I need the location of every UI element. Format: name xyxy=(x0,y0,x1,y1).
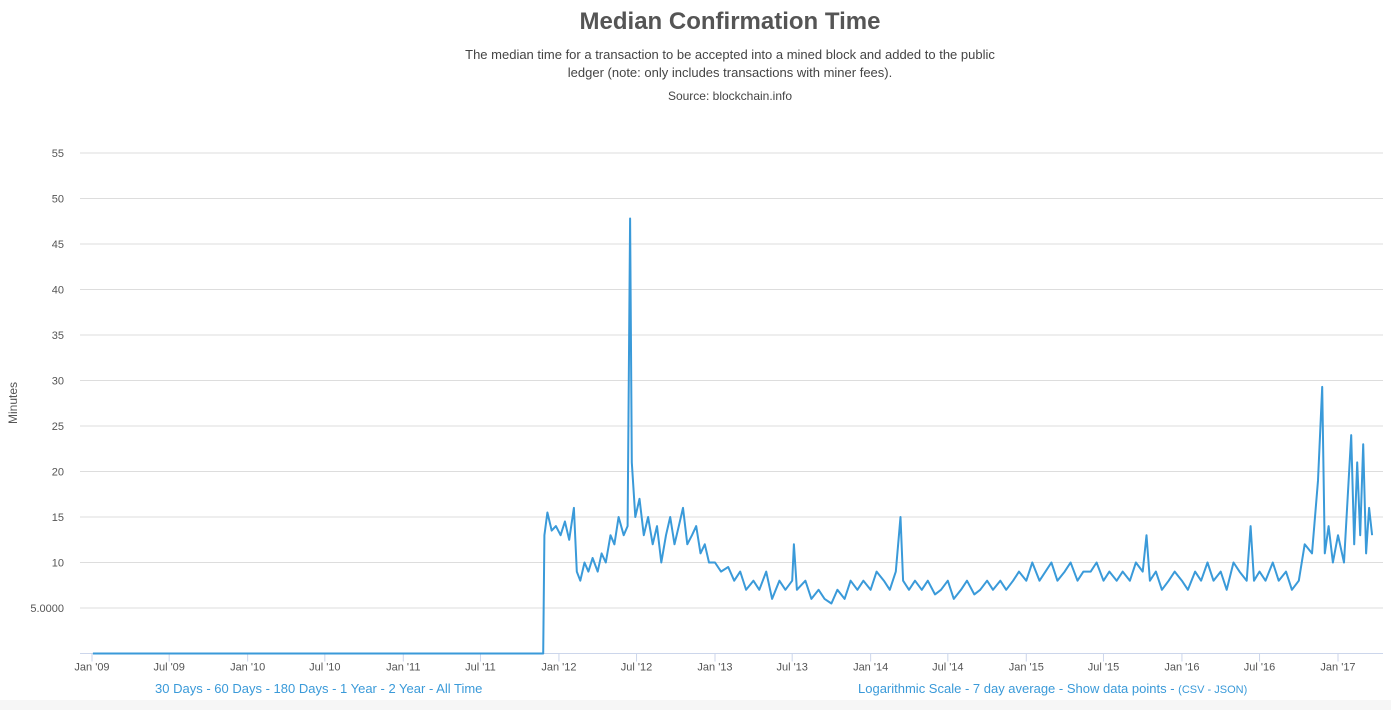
x-tick-label: Jul '14 xyxy=(932,662,963,674)
x-tick-label: Jan '15 xyxy=(1009,662,1044,674)
x-tick-label: Jul '12 xyxy=(621,662,652,674)
x-tick-label: Jan '14 xyxy=(853,662,888,674)
range-2-year[interactable]: 2 Year xyxy=(388,681,426,696)
range-1-year[interactable]: 1 Year xyxy=(340,681,377,696)
y-tick-label: 15 xyxy=(52,512,64,524)
series-line xyxy=(92,217,1374,655)
seven-day-average-link[interactable]: 7 day average xyxy=(972,681,1056,696)
range-180-days[interactable]: 180 Days xyxy=(273,681,329,696)
range-links: 30 Days - 60 Days - 180 Days - 1 Year - … xyxy=(155,681,483,696)
range-60-days[interactable]: 60 Days xyxy=(214,681,262,696)
y-tick-label: 50 xyxy=(52,194,64,206)
x-tick-label: Jul '13 xyxy=(776,662,807,674)
x-tick-label: Jul '15 xyxy=(1088,662,1119,674)
chart-title: Median Confirmation Time xyxy=(579,8,881,35)
x-tick-label: Jan '11 xyxy=(386,662,420,674)
x-tick-label: Jan '12 xyxy=(541,662,576,674)
x-tick-label: Jul '10 xyxy=(309,662,340,674)
x-tick-label: Jan '09 xyxy=(74,662,109,674)
csv-link[interactable]: CSV xyxy=(1181,684,1205,696)
chart-subtitle: The median time for a transaction to be … xyxy=(465,47,995,80)
y-tick-label: 10 xyxy=(52,558,64,570)
x-tick-label: Jul '11 xyxy=(465,662,496,674)
option-links: Logarithmic Scale - 7 day average - Show… xyxy=(858,681,1248,696)
x-tick-label: Jan '17 xyxy=(1320,662,1355,674)
y-tick-label: 5.0000 xyxy=(30,603,64,615)
chart-source: Source: blockchain.info xyxy=(667,89,793,103)
x-tick-label: Jul '16 xyxy=(1244,662,1275,674)
x-tick-label: Jan '16 xyxy=(1164,662,1199,674)
show-data-points-link[interactable]: Show data points xyxy=(1066,681,1167,696)
y-tick-label: 25 xyxy=(52,421,64,433)
json-link[interactable]: JSON xyxy=(1214,684,1244,696)
x-tick-label: Jul '09 xyxy=(153,662,184,674)
range-all-time[interactable]: All Time xyxy=(436,681,483,696)
y-tick-label: 30 xyxy=(52,376,64,388)
y-tick-label: 20 xyxy=(52,467,64,479)
range-30-days[interactable]: 30 Days xyxy=(155,681,203,696)
y-tick-label: 45 xyxy=(52,239,64,251)
footer-bar xyxy=(0,700,1391,710)
y-axis-label: Minutes xyxy=(6,382,20,424)
y-tick-label: 35 xyxy=(52,330,64,342)
y-tick-label: 55 xyxy=(52,148,64,160)
logarithmic-scale-link[interactable]: Logarithmic Scale xyxy=(858,681,962,696)
x-tick-label: Jan '13 xyxy=(697,662,732,674)
x-tick-label: Jan '10 xyxy=(230,662,265,674)
y-tick-label: 40 xyxy=(52,285,64,297)
